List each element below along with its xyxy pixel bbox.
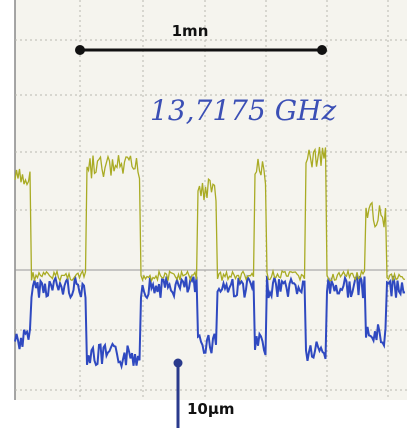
handwritten-frequency: 13,7175 GHz: [150, 94, 336, 127]
scale-bar-end: [75, 45, 85, 55]
scale-bar-label: 1mn: [172, 22, 209, 40]
vertical-scale-label: 10µm: [187, 400, 235, 418]
screen: [15, 0, 407, 400]
grid: [15, 0, 407, 400]
traces: [14, 146, 406, 371]
scale-bar-end: [317, 45, 327, 55]
blue-trace: [14, 273, 406, 371]
vertical-scale-bar-end: [173, 358, 183, 368]
yellow-trace: [14, 146, 406, 283]
